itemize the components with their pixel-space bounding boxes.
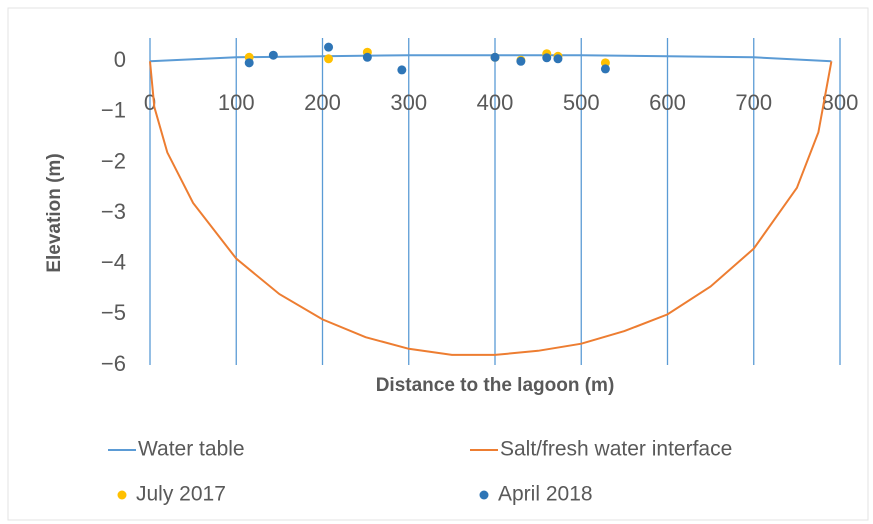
x-tick-label: 500	[563, 90, 600, 115]
y-tick-label: 0	[114, 47, 126, 72]
y-tick-label: −2	[101, 148, 126, 173]
legend-swatch	[479, 490, 489, 500]
scatter-point	[516, 56, 526, 66]
scatter-point	[490, 52, 500, 62]
scatter-point	[362, 52, 372, 62]
y-tick-label: −6	[101, 351, 126, 376]
series-line	[149, 61, 833, 356]
y-tick-label: −1	[101, 98, 126, 123]
x-tick-label: 200	[304, 90, 341, 115]
x-tick-label: 700	[735, 90, 772, 115]
x-tick-label: 400	[477, 90, 514, 115]
scatter-point	[324, 42, 334, 52]
legend-label: Salt/fresh water interface	[500, 438, 732, 461]
legend-label: July 2017	[136, 483, 226, 506]
legend-label: Water table	[138, 438, 245, 461]
scatter-point	[268, 50, 278, 60]
chart-frame	[7, 7, 869, 521]
legend-label: April 2018	[498, 483, 593, 506]
scatter-point	[397, 65, 407, 75]
scatter-point	[324, 54, 334, 64]
x-tick-label: 600	[649, 90, 686, 115]
legend-swatch	[117, 490, 127, 500]
scatter-point	[600, 64, 610, 74]
y-tick-label: −5	[101, 300, 126, 325]
y-tick-label: −3	[101, 199, 126, 224]
x-tick-label: 300	[390, 90, 427, 115]
x-tick-label: 100	[218, 90, 255, 115]
scatter-point	[542, 53, 552, 63]
scatter-point	[553, 54, 563, 64]
x-tick-label: 800	[822, 90, 859, 115]
x-axis-title: Distance to the lagoon (m)	[376, 375, 615, 396]
scatter-point	[244, 58, 254, 68]
y-tick-label: −4	[101, 250, 126, 275]
y-axis-title: Elevation (m)	[44, 153, 65, 272]
